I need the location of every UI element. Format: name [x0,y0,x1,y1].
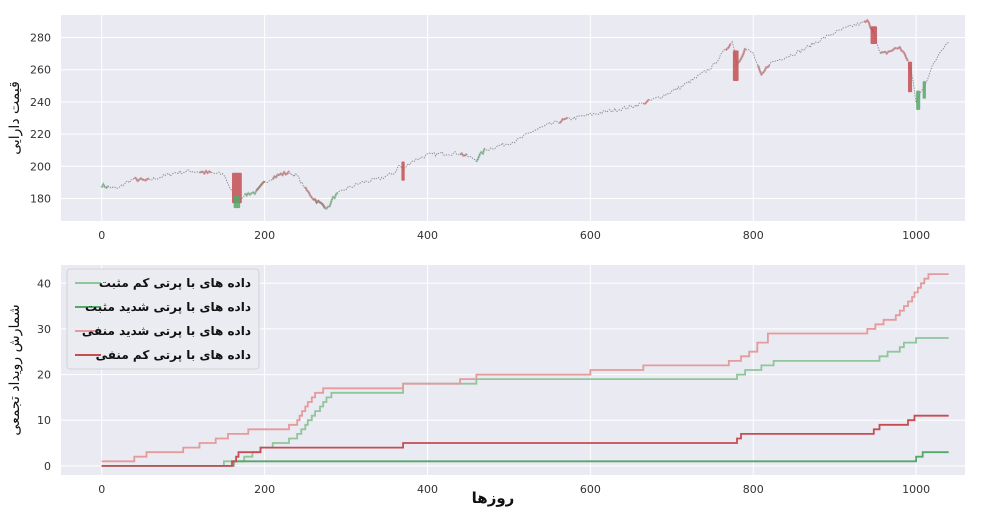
price-chart-xtick-800: 800 [743,229,764,242]
price-chart-strong-highlights [232,26,926,209]
price-strong-highlight-1 [233,195,241,209]
price-mild-span-0 [100,182,110,189]
legend-label-0: داده های با پرتی کم مثبت [99,276,251,290]
price-chart-ytick-280: 280 [30,32,51,45]
price-strong-highlight-3 [732,50,739,81]
cumulative-chart-ytick-30: 30 [37,323,51,336]
price-strong-highlight-6 [916,90,921,110]
price-chart-ytick-180: 180 [30,192,51,205]
price-strong-highlight-2 [401,161,405,181]
cumulative-chart-xtick-200: 200 [254,483,275,496]
price-chart-xtick-1000: 1000 [902,229,930,242]
cumulative-chart-xtick-1000: 1000 [902,483,930,496]
cumulative-chart-xtick-600: 600 [580,483,601,496]
legend-label-1: داده های با پرتی شدید مثبت [85,300,251,314]
price-strong-highlight-5 [907,61,913,93]
price-chart-xtick-400: 400 [417,229,438,242]
cumulative-chart-ylabel: شمارش رویداد تجمعی [7,304,23,435]
price-chart-xtick-200: 200 [254,229,275,242]
legend-label-2: داده های با پرتی شدید منفی [82,324,251,338]
cumulative-series-line-3 [101,414,949,467]
cumulative-chart-xtick-400: 400 [417,483,438,496]
cumulative-chart-legend: داده های با پرتی کم مثبت داده های با پرتی… [66,268,260,370]
cumulative-chart-ytick-0: 0 [44,460,51,473]
price-series-line [101,19,949,210]
cumulative-chart-ytick-20: 20 [37,369,51,382]
legend-box [66,268,260,370]
cumulative-chart-series [101,273,949,467]
price-chart-grid [61,15,965,221]
price-strong-highlight-4 [870,26,878,44]
cumulative-series-line-2 [101,273,949,463]
cumulative-chart-ytick-10: 10 [37,414,51,427]
cumulative-chart-xtick-0: 0 [98,483,105,496]
price-chart-xtick-0: 0 [98,229,105,242]
price-chart-xtick-600: 600 [580,229,601,242]
price-chart-ytick-220: 220 [30,128,51,141]
cumulative-series-line-1 [101,451,949,467]
price-chart-ticks: 0 200 400 600 800 1000 180 200 220 240 260 280 [30,32,930,242]
cumulative-chart: 0 200 400 600 800 1000 0 10 20 30 40 داده های با پ… [7,265,965,507]
price-chart-series [101,19,949,210]
price-chart-plot-area [61,15,965,221]
cumulative-chart-ytick-40: 40 [37,277,51,290]
price-chart: 0 200 400 600 800 1000 180 200 220 240 260 280 قیمت… [7,15,965,242]
price-chart-ytick-200: 200 [30,160,51,173]
cumulative-chart-ticks: 0 200 400 600 800 1000 0 10 20 30 40 [37,277,930,496]
price-chart-ytick-240: 240 [30,96,51,109]
price-chart-ytick-260: 260 [30,64,51,77]
legend-label-3: داده های با پرتی کم منفی [96,348,251,362]
price-chart-ylabel: قیمت دارایی [7,81,23,155]
cumulative-chart-xtick-800: 800 [743,483,764,496]
price-strong-highlight-7 [922,80,926,99]
cumulative-chart-xlabel: روزها [472,489,515,507]
